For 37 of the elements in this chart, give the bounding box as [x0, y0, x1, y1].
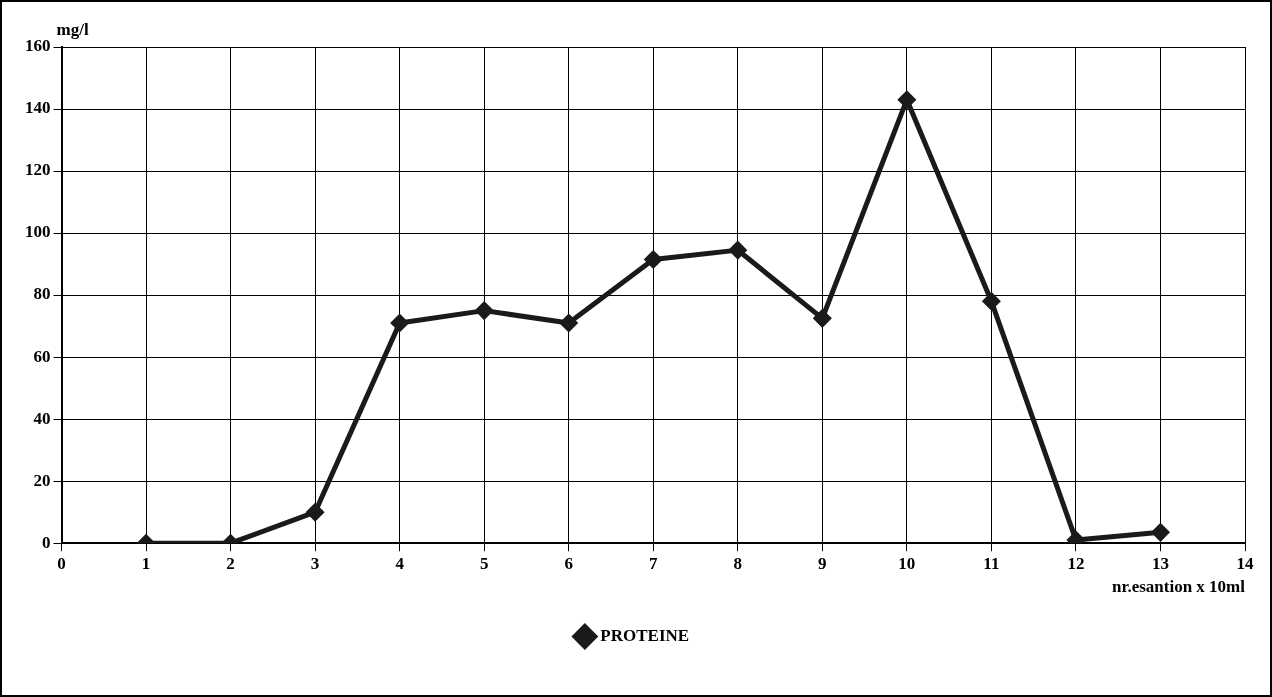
y-tick-label: 100 — [25, 222, 51, 242]
point — [982, 292, 1000, 310]
y-tick-label: 20 — [33, 470, 51, 490]
point — [898, 91, 916, 109]
point — [813, 309, 831, 327]
point — [644, 250, 662, 268]
x-tick-label: 7 — [649, 553, 658, 573]
x-tick-label: 10 — [898, 553, 916, 573]
x-tick-label: 13 — [1151, 553, 1169, 573]
x-tick-label: 1 — [141, 553, 151, 573]
y-tick-label: 40 — [33, 408, 51, 428]
x-tick-label: 2 — [226, 553, 235, 573]
x-tick-label: 3 — [310, 553, 320, 573]
x-tick-label: 12 — [1067, 553, 1085, 573]
y-tick-label: 160 — [25, 36, 51, 56]
x-axis-title: nr.esantion x 10ml — [1111, 577, 1246, 597]
x-tick-label: 11 — [983, 553, 1000, 573]
x-tick-label: 0 — [57, 553, 66, 573]
y-tick-label: 60 — [33, 346, 51, 366]
point — [306, 503, 324, 521]
point — [729, 241, 747, 259]
x-tick-label: 14 — [1236, 553, 1254, 573]
point — [560, 314, 578, 332]
y-axis-title: mg/l — [56, 19, 89, 39]
point — [1151, 523, 1169, 541]
x-tick-label: 6 — [564, 553, 573, 573]
point — [475, 302, 493, 320]
y-tick-label: 120 — [25, 160, 51, 180]
y-tick-label: 80 — [33, 284, 51, 304]
x-tick-label: 9 — [818, 553, 827, 573]
point — [391, 314, 409, 332]
y-tick-label: 0 — [42, 532, 51, 552]
x-tick-label: 5 — [479, 553, 489, 573]
x-tick-label: 8 — [733, 553, 743, 573]
legend-label: PROTEINE — [600, 625, 690, 645]
x-tick-label: 4 — [395, 553, 405, 573]
y-tick-label: 140 — [25, 98, 51, 118]
